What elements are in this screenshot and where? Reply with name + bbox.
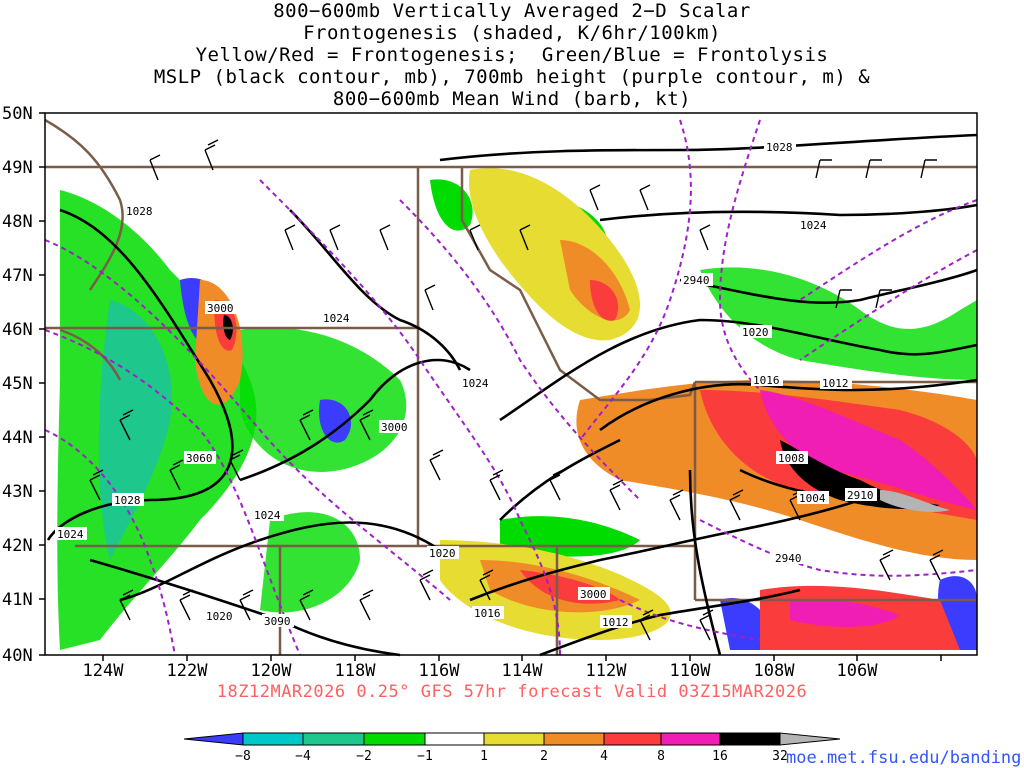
svg-text:1016: 1016 <box>753 374 780 387</box>
colorbar-swatch <box>242 732 304 746</box>
colorbar-tick: −1 <box>417 749 433 764</box>
svg-text:1012: 1012 <box>822 377 849 390</box>
colorbar-swatch <box>483 732 545 746</box>
lat-label: 46N <box>2 320 33 340</box>
colorbar-swatch <box>543 732 605 746</box>
credit-link[interactable]: moe.met.fsu.edu/banding <box>786 748 1022 768</box>
svg-text:1028: 1028 <box>766 141 793 154</box>
svg-text:2940: 2940 <box>683 274 710 287</box>
svg-text:1020: 1020 <box>206 610 233 623</box>
lon-label: 116W <box>419 661 461 681</box>
svg-text:1024: 1024 <box>57 528 84 541</box>
lon-label: 124W <box>83 661 125 681</box>
lat-label: 47N <box>2 266 33 286</box>
title-line-1: 800−600mb Vertically Averaged 2−D Scalar <box>273 0 751 22</box>
colorbar-swatch <box>660 732 721 746</box>
svg-text:1024: 1024 <box>254 509 281 522</box>
wind-barbs <box>89 139 944 641</box>
svg-text:1020: 1020 <box>429 547 456 560</box>
lat-label: 44N <box>2 428 33 448</box>
title-line-4: MSLP (black contour, mb), 700mb height (… <box>153 66 871 88</box>
colorbar-swatch <box>183 732 244 746</box>
svg-text:1012: 1012 <box>602 616 629 629</box>
svg-text:1024: 1024 <box>462 377 489 390</box>
lat-label: 41N <box>2 590 33 610</box>
lon-label: 108W <box>754 661 796 681</box>
height-labels: 3000 3060 3000 2940 3000 3090 2940 2910 <box>184 273 877 628</box>
lon-label: 114W <box>502 661 544 681</box>
map-frame <box>44 112 978 656</box>
lat-label: 49N <box>2 158 33 178</box>
title-line-5: 800−600mb Mean Wind (barb, kt) <box>332 88 692 110</box>
lat-label: 43N <box>2 482 33 502</box>
colorbar-tick: 8 <box>657 749 665 764</box>
svg-text:3000: 3000 <box>381 421 408 434</box>
colorbar-swatch <box>363 732 426 746</box>
svg-text:1016: 1016 <box>474 607 501 620</box>
lon-label: 110W <box>670 661 712 681</box>
title-line-2: Frontogenesis (shaded, K/6hr/100km) <box>303 22 721 44</box>
colorbar-swatch <box>424 732 485 746</box>
colorbar-swatch <box>719 732 781 746</box>
svg-text:3000: 3000 <box>580 588 607 601</box>
lat-label: 42N <box>2 536 33 556</box>
colorbar-swatch <box>302 732 365 746</box>
lat-axis: 50N 49N 48N 47N 46N 45N 44N 43N 42N 41N … <box>2 104 33 666</box>
svg-text:1020: 1020 <box>742 326 769 339</box>
colorbar-tick: 4 <box>600 749 608 764</box>
colorbar-tick: −4 <box>295 749 311 764</box>
lon-label: 120W <box>251 661 293 681</box>
colorbar-swatch <box>603 732 662 746</box>
lon-label: 112W <box>586 661 628 681</box>
svg-text:1024: 1024 <box>800 219 827 232</box>
svg-text:1028: 1028 <box>126 205 153 218</box>
colorbar-tick: 32 <box>772 749 788 764</box>
svg-text:1004: 1004 <box>799 492 826 505</box>
svg-text:2910: 2910 <box>847 489 874 502</box>
lon-label: 122W <box>167 661 209 681</box>
svg-text:1024: 1024 <box>323 312 350 325</box>
svg-text:1008: 1008 <box>778 452 805 465</box>
colorbar-swatch <box>779 732 841 746</box>
colorbar-tick: 16 <box>712 749 728 764</box>
svg-text:2940: 2940 <box>775 552 802 565</box>
svg-text:3090: 3090 <box>264 615 291 628</box>
colorbar-tick: 2 <box>540 749 548 764</box>
lat-label: 50N <box>2 104 33 124</box>
lon-axis: 124W 122W 120W 118W 116W 114W 112W 110W … <box>83 661 879 681</box>
lon-label: 118W <box>335 661 377 681</box>
mslp-labels: 1028 1028 1024 1024 1024 1028 1024 1024 … <box>55 140 852 629</box>
lat-label: 48N <box>2 212 33 232</box>
height-contours <box>44 119 978 656</box>
svg-text:3060: 3060 <box>186 452 213 465</box>
svg-text:3000: 3000 <box>207 302 234 315</box>
svg-text:1028: 1028 <box>114 494 141 507</box>
forecast-valid-footer: 18Z12MAR2026 0.25° GFS 57hr forecast Val… <box>216 682 808 702</box>
colorbar-tick: −2 <box>356 749 372 764</box>
lon-label: 106W <box>837 661 879 681</box>
colorbar: −8 −4 −2 −1 1 2 4 8 16 32 <box>183 732 841 764</box>
lat-label: 40N <box>2 646 33 666</box>
colorbar-tick: 1 <box>480 749 488 764</box>
lat-label: 45N <box>2 374 33 394</box>
title-line-3: Yellow/Red = Frontogenesis; Green/Blue =… <box>195 44 829 66</box>
colorbar-tick: −8 <box>235 749 251 764</box>
